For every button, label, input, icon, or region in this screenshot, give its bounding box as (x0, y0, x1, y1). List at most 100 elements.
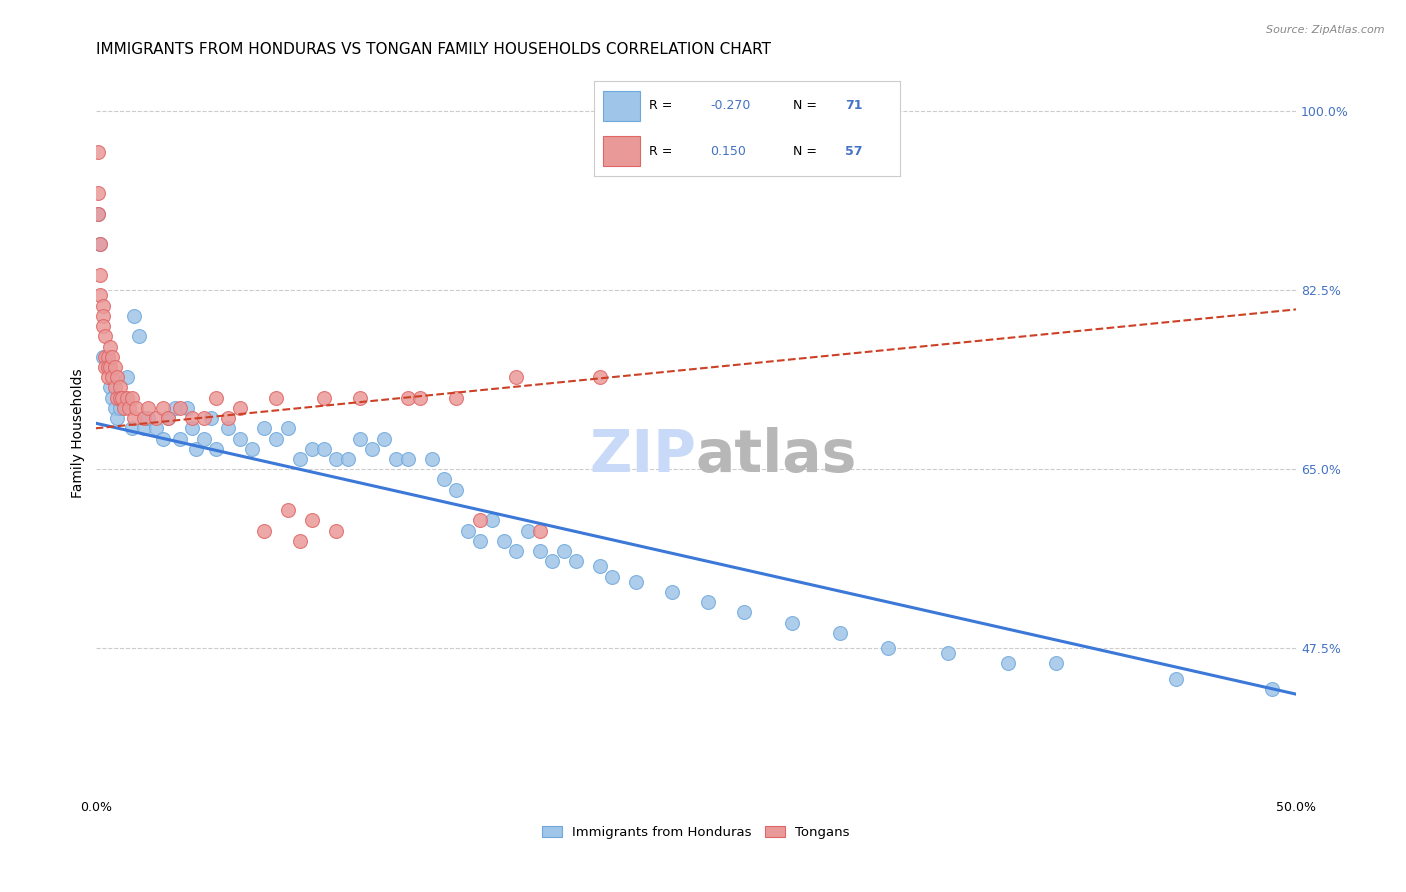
Point (240, 442, 263, 456)
Point (89, 237, 111, 252)
Point (180, 411, 202, 425)
Point (288, 452, 311, 467)
Point (163, 401, 186, 415)
Point (121, 391, 143, 405)
Point (828, 625, 851, 640)
Point (373, 432, 395, 446)
Point (325, 524, 347, 538)
Point (780, 615, 803, 630)
Point (101, 350, 124, 364)
Point (132, 411, 155, 425)
Point (396, 452, 419, 467)
Point (145, 421, 167, 435)
Point (204, 442, 226, 456)
Point (91, 309, 114, 323)
Point (180, 421, 202, 435)
Point (217, 421, 239, 435)
Y-axis label: Family Households: Family Households (72, 368, 86, 499)
Point (101, 391, 124, 405)
Point (589, 370, 612, 384)
Point (529, 524, 551, 538)
Point (589, 559, 612, 574)
Point (733, 605, 755, 619)
Point (98, 339, 121, 353)
Point (115, 370, 138, 384)
Point (277, 503, 299, 517)
Point (114, 391, 136, 405)
Point (111, 391, 134, 405)
Point (1045, 657, 1067, 671)
Point (87, 206, 110, 220)
Point (91, 319, 114, 334)
Point (104, 380, 127, 394)
Point (444, 483, 467, 497)
Point (186, 442, 208, 456)
Point (468, 533, 491, 548)
Point (156, 411, 179, 425)
Point (87, 186, 110, 201)
Point (481, 513, 503, 527)
Point (193, 432, 215, 446)
Point (553, 544, 575, 558)
Point (505, 370, 527, 384)
Point (457, 524, 479, 538)
Point (624, 574, 647, 589)
Point (228, 432, 250, 446)
Point (97, 370, 120, 384)
Point (277, 421, 299, 435)
Point (94, 350, 117, 364)
Point (565, 554, 588, 568)
Point (132, 421, 155, 435)
Point (138, 411, 160, 425)
Text: Source: ZipAtlas.com: Source: ZipAtlas.com (1267, 25, 1385, 35)
Point (492, 533, 515, 548)
Point (540, 554, 562, 568)
Point (98, 359, 121, 374)
Point (253, 524, 276, 538)
Text: atlas: atlas (696, 426, 858, 483)
Point (89, 288, 111, 302)
Point (156, 411, 179, 425)
Point (91, 299, 114, 313)
Point (108, 391, 131, 405)
Point (97, 359, 120, 374)
Point (98, 380, 121, 394)
Text: IMMIGRANTS FROM HONDURAS VS TONGAN FAMILY HOUSEHOLDS CORRELATION CHART: IMMIGRANTS FROM HONDURAS VS TONGAN FAMIL… (96, 42, 770, 57)
Point (152, 432, 174, 446)
Point (600, 569, 623, 583)
Point (217, 411, 239, 425)
Point (87, 145, 110, 160)
Point (87, 206, 110, 220)
Point (516, 524, 538, 538)
Point (396, 391, 419, 405)
Point (114, 401, 136, 415)
Point (420, 452, 443, 467)
Point (118, 401, 141, 415)
Point (89, 237, 111, 252)
Point (288, 533, 311, 548)
Point (169, 401, 191, 415)
Point (877, 641, 900, 656)
Point (696, 595, 718, 609)
Point (193, 411, 215, 425)
Point (138, 401, 160, 415)
Point (1261, 681, 1284, 696)
Point (204, 391, 226, 405)
Point (349, 432, 371, 446)
Point (108, 380, 131, 394)
Point (145, 411, 167, 425)
Point (152, 401, 174, 415)
Point (104, 401, 127, 415)
Point (360, 442, 382, 456)
Point (89, 268, 111, 282)
Legend: Immigrants from Honduras, Tongans: Immigrants from Honduras, Tongans (537, 821, 855, 844)
Point (94, 359, 117, 374)
Point (176, 401, 198, 415)
Point (101, 370, 124, 384)
Point (529, 544, 551, 558)
Point (97, 359, 120, 374)
Point (105, 370, 128, 384)
Point (94, 329, 117, 343)
Point (312, 391, 335, 405)
Point (169, 432, 191, 446)
